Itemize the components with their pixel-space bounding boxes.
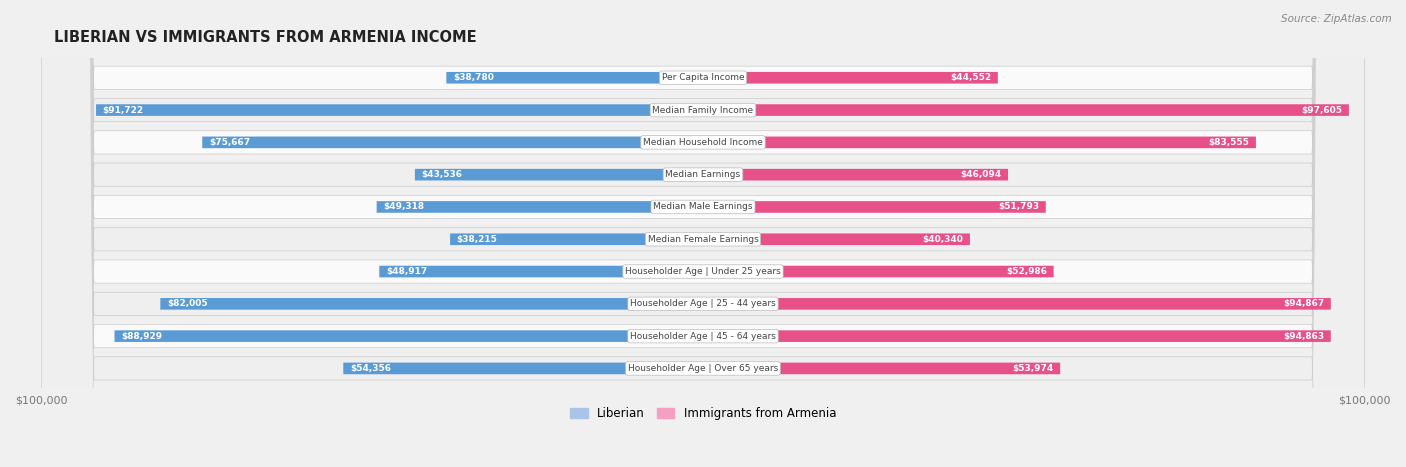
Text: Median Family Income: Median Family Income [652,106,754,114]
FancyBboxPatch shape [703,136,1256,148]
Text: $38,780: $38,780 [453,73,494,82]
Text: Per Capita Income: Per Capita Income [662,73,744,82]
Text: Median Earnings: Median Earnings [665,170,741,179]
Text: LIBERIAN VS IMMIGRANTS FROM ARMENIA INCOME: LIBERIAN VS IMMIGRANTS FROM ARMENIA INCO… [55,30,477,45]
FancyBboxPatch shape [415,169,703,180]
Text: $52,986: $52,986 [1007,267,1047,276]
Text: $75,667: $75,667 [209,138,250,147]
Text: $46,094: $46,094 [960,170,1001,179]
FancyBboxPatch shape [41,0,1365,467]
Text: $49,318: $49,318 [384,203,425,212]
FancyBboxPatch shape [703,362,1060,374]
Legend: Liberian, Immigrants from Armenia: Liberian, Immigrants from Armenia [565,402,841,425]
Text: $43,536: $43,536 [422,170,463,179]
FancyBboxPatch shape [41,0,1365,467]
FancyBboxPatch shape [703,201,1046,213]
FancyBboxPatch shape [703,266,1053,277]
Text: $82,005: $82,005 [167,299,208,308]
FancyBboxPatch shape [703,330,1330,342]
FancyBboxPatch shape [41,0,1365,467]
Text: $97,605: $97,605 [1302,106,1343,114]
Text: $88,929: $88,929 [121,332,162,340]
Text: $94,863: $94,863 [1284,332,1324,340]
FancyBboxPatch shape [446,72,703,84]
Text: Householder Age | 25 - 44 years: Householder Age | 25 - 44 years [630,299,776,308]
Text: Median Male Earnings: Median Male Earnings [654,203,752,212]
FancyBboxPatch shape [343,362,703,374]
FancyBboxPatch shape [41,0,1365,467]
Text: $40,340: $40,340 [922,235,963,244]
FancyBboxPatch shape [380,266,703,277]
FancyBboxPatch shape [703,72,998,84]
FancyBboxPatch shape [703,234,970,245]
FancyBboxPatch shape [41,0,1365,467]
Text: $53,974: $53,974 [1012,364,1053,373]
Text: $83,555: $83,555 [1208,138,1250,147]
Text: Householder Age | Under 25 years: Householder Age | Under 25 years [626,267,780,276]
Text: $48,917: $48,917 [385,267,427,276]
FancyBboxPatch shape [41,0,1365,467]
Text: $51,793: $51,793 [998,203,1039,212]
FancyBboxPatch shape [703,169,1008,180]
FancyBboxPatch shape [703,104,1348,116]
Text: $91,722: $91,722 [103,106,143,114]
FancyBboxPatch shape [41,0,1365,467]
FancyBboxPatch shape [377,201,703,213]
FancyBboxPatch shape [160,298,703,310]
Text: Median Household Income: Median Household Income [643,138,763,147]
Text: $44,552: $44,552 [950,73,991,82]
FancyBboxPatch shape [41,0,1365,467]
FancyBboxPatch shape [41,0,1365,467]
FancyBboxPatch shape [703,298,1331,310]
Text: Median Female Earnings: Median Female Earnings [648,235,758,244]
Text: $38,215: $38,215 [457,235,498,244]
FancyBboxPatch shape [450,234,703,245]
Text: $94,867: $94,867 [1282,299,1324,308]
FancyBboxPatch shape [96,104,703,116]
FancyBboxPatch shape [114,330,703,342]
Text: Source: ZipAtlas.com: Source: ZipAtlas.com [1281,14,1392,24]
FancyBboxPatch shape [202,136,703,148]
Text: Householder Age | 45 - 64 years: Householder Age | 45 - 64 years [630,332,776,340]
Text: $54,356: $54,356 [350,364,391,373]
Text: Householder Age | Over 65 years: Householder Age | Over 65 years [628,364,778,373]
FancyBboxPatch shape [41,0,1365,467]
